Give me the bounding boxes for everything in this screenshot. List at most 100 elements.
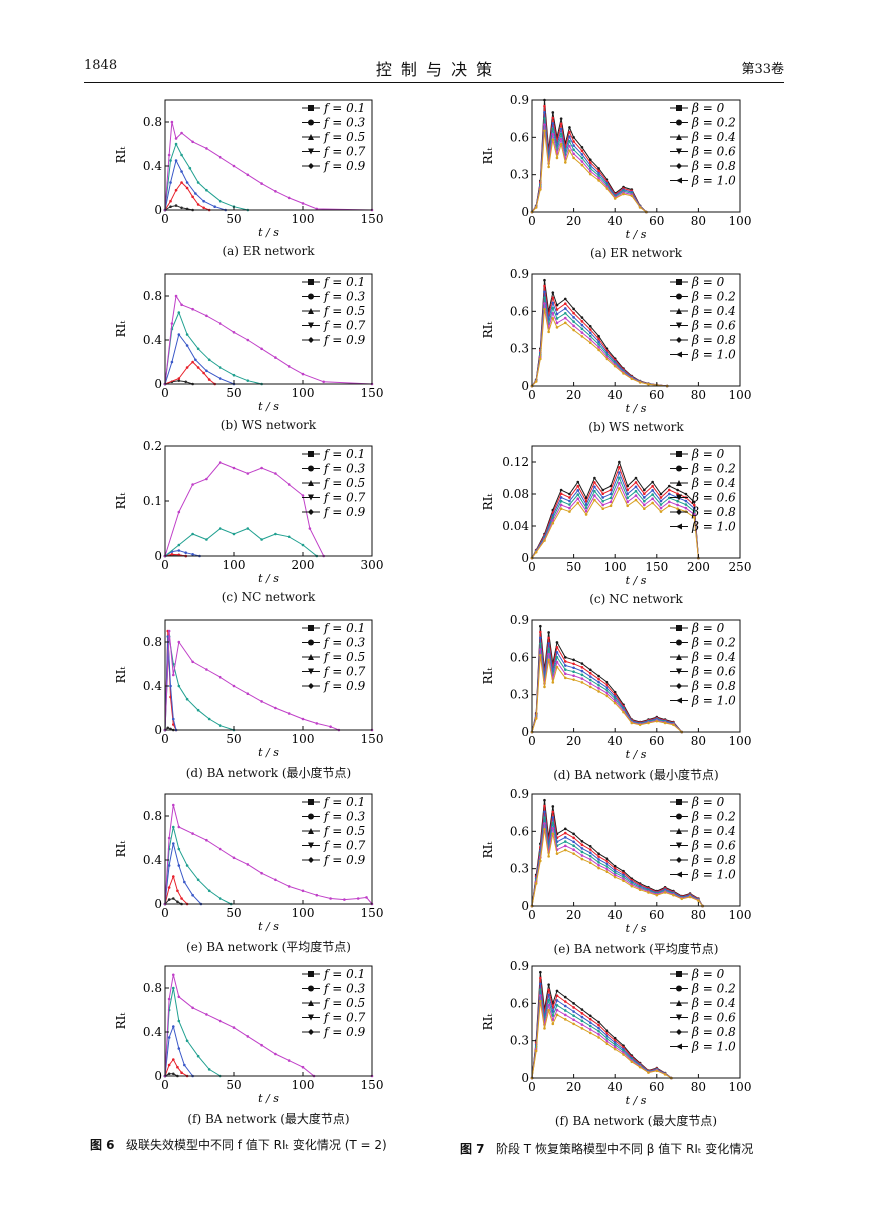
volume-label: 第33卷 — [741, 62, 784, 77]
fig7-panel-4-series-5-point — [597, 866, 600, 870]
fig6-panel-0-series-2-point — [185, 181, 189, 184]
fig7-panel-0-series-3-point — [580, 156, 584, 160]
fig6-panel-0-ytick-label: 0.8 — [143, 115, 162, 129]
fig6-panel-5-xlabel: t / s — [258, 1092, 279, 1105]
fig6-panel-3-series-4-point — [177, 640, 181, 644]
fig6-panel-5-series-4-point — [191, 1006, 194, 1010]
fig7-panel-3-legend-marker — [676, 654, 682, 660]
fig7-panel-5-series-1-point — [597, 1023, 600, 1027]
fig6-panel-4-xlabel: t / s — [258, 920, 279, 933]
fig7-panel-5-series-1-point — [547, 988, 550, 992]
fig6-panel-4-series-4-point — [301, 889, 305, 893]
fig7-panel-3-series-4-point — [580, 677, 584, 680]
fig6-panel-5-legend-marker — [308, 985, 314, 992]
fig6-panel-2-legend-marker — [308, 451, 314, 457]
fig6-panel-3-series-3-point — [177, 684, 181, 688]
fig7-panel-1-series-0-point — [543, 278, 546, 282]
fig6-panel-1-series-2-point — [205, 369, 208, 373]
fig7-panel-2-ytick-label: 0.08 — [502, 487, 529, 501]
fig6-panel-0-xtick-label: 0 — [161, 212, 169, 226]
fig6-panel-4-series-3-point — [185, 864, 189, 867]
fig7-panel-2-legend-label: β = 0 — [691, 447, 725, 461]
fig6-panel-1-legend-marker — [308, 337, 314, 343]
fig7-panel-2-series-5-point — [609, 504, 613, 508]
fig7-panel-0-series-1-point — [588, 161, 592, 164]
fig7-panel-5-xtick-label: 40 — [608, 1080, 623, 1094]
fig6-panel-1-series-4-point — [170, 322, 174, 325]
fig7-panel-4-series-0-point — [551, 805, 555, 808]
fig6-panel-2-legend-label: f = 0.7 — [323, 491, 366, 505]
fig7-panel-4-series-2-point — [580, 847, 584, 850]
fig7-panel-1-series-0-point — [555, 303, 559, 307]
fig7-panel-2-series-1-point — [692, 503, 696, 507]
fig6-panel-4-series-3-point — [207, 889, 211, 893]
fig6-panel-4-series-4-point — [167, 836, 171, 840]
fig7-panel-1-xtick-label: 80 — [691, 388, 706, 402]
fig7-panel-0-series-3-point — [588, 167, 592, 170]
fig7-panel-0-ytick-label: 0.6 — [510, 130, 529, 144]
fig7-panel-3-series-5-point — [597, 690, 600, 693]
fig7-panel-2-series-5-point — [576, 501, 580, 505]
fig7-panel-3-series-2-point — [563, 664, 567, 667]
fig7-panel-5-ytick-label: 0 — [521, 1071, 529, 1085]
fig7-panel-2-series-0-point — [568, 492, 571, 496]
fig7-panel-5-series-2-point — [555, 999, 559, 1002]
fig6-panel-5-series-3-point — [185, 1039, 189, 1043]
fig7-panel-1-series-0-point — [588, 324, 592, 328]
fig7-panel-5-xtick-label: 20 — [566, 1080, 581, 1094]
fig7-panel-3-series-4-point — [547, 653, 550, 656]
fig6-panel-1-caption: (b) WS network — [220, 418, 317, 432]
fig6-panel-2-series-4-point — [205, 477, 208, 481]
fig6-panel-2-legend-marker — [308, 509, 314, 515]
fig7-panel-0-series-2-point — [588, 164, 592, 167]
fig7-panel-4-legend-label: β = 0.6 — [691, 839, 736, 853]
fig7-panel-4-series-3-point — [563, 840, 567, 843]
fig7-panel-1-series-5-point — [572, 328, 575, 332]
fig7-panel-0-legend-marker — [676, 119, 682, 126]
fig7-panel-1-series-2-point — [543, 290, 546, 294]
fig6-panel-5-series-4-point — [205, 1013, 208, 1016]
fig7-panel-4-series-1-point — [543, 804, 546, 808]
fig7-panel-1-xtick-label: 0 — [528, 388, 536, 402]
fig7-panel-0-series-1-point — [559, 122, 563, 126]
fig6-panel-5-ylabel: RIₜ — [114, 1013, 128, 1030]
fig7-panel-2-series-4-point — [659, 506, 663, 510]
fig6-panel-1-xlabel: t / s — [258, 400, 279, 413]
fig7-panel-4-series-1-point — [551, 810, 555, 814]
fig7-panel-0-legend-label: β = 0.2 — [691, 116, 736, 130]
fig6-panel-0-series-4-point — [287, 196, 291, 200]
fig6-panel-5-legend-marker — [308, 1014, 314, 1021]
fig7-panel-0-series-3-point — [568, 140, 571, 143]
fig7-panel-0-series-5-point — [605, 187, 609, 190]
fig7-panel-0-series-5-point — [580, 163, 584, 167]
fig7-panel-4-legend-label: β = 0.8 — [691, 853, 736, 867]
fig7-panel-2-chart: 0 50 100 150 200 250 0 0.04 0.08 0.12 RIₜ t / s β = … — [481, 445, 751, 587]
fig7-panel-3-xtick-label: 60 — [649, 734, 664, 748]
fig7-panel-5-series-4-point — [572, 1018, 575, 1022]
fig7-panel-2-series-1-point — [659, 496, 663, 499]
fig7-panel-2-series-1-point — [676, 492, 679, 496]
fig6-panel-5-series-0-point — [167, 1072, 171, 1076]
fig7-panel-3-legend-label: β = 0.8 — [691, 679, 736, 693]
fig7-panel-4-ylabel: RIₜ — [481, 842, 495, 859]
fig7-panel-3-series-5-point — [551, 681, 555, 684]
fig7-panel-2-series-0-point — [609, 484, 613, 488]
fig6-panel-1-xtick-label: 100 — [292, 386, 315, 400]
fig7-panel-1-xtick-label: 40 — [608, 388, 623, 402]
fig7-panel-3-series-5-point — [588, 685, 592, 689]
fig7-panel-5-series-4-point — [622, 1051, 625, 1055]
fig7-panel-4-series-5-point — [655, 893, 659, 897]
fig6-panel-2-series-4-point — [274, 472, 277, 475]
fig7-panel-2-ytick-label: 0.04 — [502, 519, 529, 533]
fig6-panel-0-series-4-point — [274, 190, 277, 193]
fig7-panel-0-series-0-point — [572, 136, 575, 139]
fig7-panel-5-series-3-point — [588, 1024, 592, 1028]
fig6-panel-2-series-4-point — [287, 483, 291, 486]
fig6-panel-1-series-3-point — [218, 366, 222, 369]
fig7-panel-0-xtick-label: 20 — [566, 214, 581, 228]
fig7-panel-3-caption: (d) BA network (最小度节点) — [553, 768, 719, 782]
fig7-panel-1-caption: (b) WS network — [588, 420, 684, 434]
fig7-panel-2-ytick-label: 0.12 — [502, 455, 529, 469]
fig6-panel-3-series-3-line — [164, 636, 235, 731]
